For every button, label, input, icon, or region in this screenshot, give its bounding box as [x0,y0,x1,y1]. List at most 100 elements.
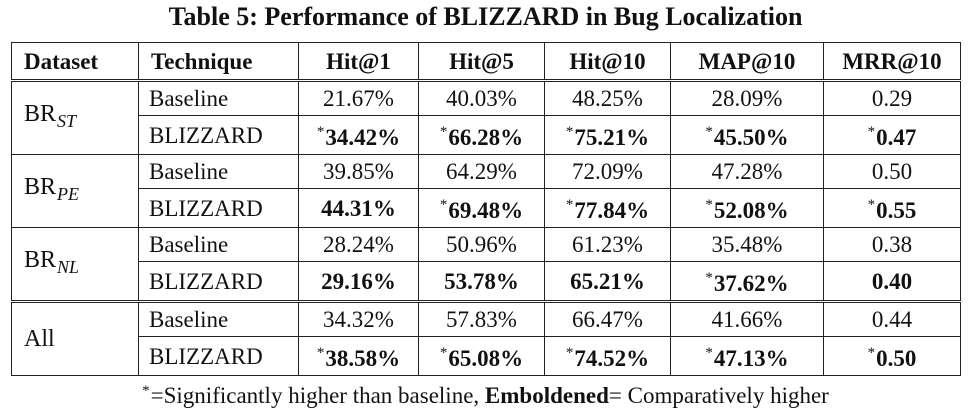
table-body: BR ST Baseline 21.67% 40.03% 48.25% 28.09% 0.29… [11,80,961,376]
metric-cell: 0.40 [823,261,961,302]
metric-value: 74.52% [574,346,650,371]
table-row: BRPE Baseline 39.85% 64.29% 72.09% 47.28% 0.50 [11,154,961,228]
dataset-subscript: NL [57,257,80,277]
metric-cell: *52.08% [670,188,824,228]
dataset-name: BR [24,247,57,273]
metric-value: 66.47% [572,307,643,332]
significance-marker: * [867,197,876,213]
metric-value: 66.28% [448,125,524,150]
metric-value: 37.62% [713,271,789,296]
significance-marker: * [867,124,876,140]
dataset-cell: BRNL [11,227,139,302]
metric-cell: *0.50 [823,336,961,376]
footnote: *=Significantly higher than baseline, Em… [0,376,971,411]
significance-marker: * [867,345,876,361]
significance-marker: * [705,197,713,213]
metric-cell: 65.21% [544,261,671,302]
header-hit1: Hit@1 [298,42,419,82]
metric-cell: *0.47 [823,115,961,155]
metric-value: 0.38 [871,232,913,257]
metric-cell: 50.96% [418,227,545,262]
header-hit10: Hit@10 [544,42,671,82]
metric-value: 0.29 [871,86,913,111]
table-row: BLIZZARD 29.16% 53.78% 65.21% *37.62% 0.40 [12,261,961,302]
significance-marker: * [439,124,448,140]
technique-cell: BLIZZARD [138,261,299,302]
metric-value: 69.48% [448,198,524,223]
technique-cell: Baseline [138,154,299,189]
metric-cell: 0.38 [823,227,961,262]
metric-value: 77.84% [574,198,650,223]
metric-cell: *69.48% [418,188,545,228]
metric-value: 57.83% [446,307,517,332]
dataset-subscript: ST [57,111,77,131]
footnote-text-1: =Significantly higher than baseline, [150,383,485,408]
metric-value: 28.09% [711,86,783,111]
metric-value: 0.44 [871,307,913,332]
dataset-cell: All [11,300,139,376]
metric-cell: 41.66% [670,300,824,337]
table-caption: Table 5: Performance of BLIZZARD in Bug … [168,2,803,31]
significance-marker: * [439,197,448,213]
metric-value: 50.96% [446,232,517,257]
metric-value: 45.50% [713,125,789,150]
metric-cell: 39.85% [298,154,419,189]
metric-cell: *65.08% [418,336,545,376]
metric-value: 72.09% [572,159,643,184]
metric-value: 29.16% [321,268,396,294]
metric-value: 41.66% [711,307,783,332]
metric-cell: *45.50% [670,115,824,155]
technique-cell: BLIZZARD [138,188,299,228]
footnote-bold: Emboldened [484,383,609,408]
table-row: BLIZZARD *38.58% *65.08% *74.52% *47.13% *0.5… [12,336,961,376]
table-row: BRNL Baseline 28.24% 50.96% 61.23% 35.48% 0.38 [11,227,961,302]
metric-value: 47.28% [711,159,783,184]
metric-cell: *34.42% [298,115,419,155]
table-row: All Baseline 34.32% 57.83% 66.47% 41.66% 0.44 [11,300,961,376]
metric-value: 47.13% [713,346,789,371]
metric-value: 21.67% [323,86,394,111]
metric-cell: 35.48% [670,227,824,262]
header-row: Dataset Technique Hit@1 Hit@5 Hit@10 MAP… [11,42,961,82]
metric-cell: 66.47% [544,300,671,337]
header-dataset: Dataset [11,42,139,82]
metric-value: 0.50 [871,159,913,184]
metric-value: 48.25% [572,86,643,111]
metric-value: 64.29% [446,159,517,184]
header-mrr10: MRR@10 [823,42,961,82]
metric-cell: 34.32% [298,300,419,337]
metric-value: 65.21% [570,268,645,294]
results-table: Dataset Technique Hit@1 Hit@5 Hit@10 MAP… [11,42,961,376]
significance-marker: * [316,124,325,140]
metric-cell: 61.23% [544,227,671,262]
table-row: BRST Baseline 21.67% 40.03% 48.25% 28.09% 0.29 [11,80,961,155]
metric-cell: 47.28% [670,154,824,189]
metric-value: 34.42% [325,125,401,150]
footnote-marker: * [142,383,150,399]
dataset-subscript: PE [57,184,80,204]
table-row: BLIZZARD 44.31% *69.48% *77.84% *52.08% *0.55 [12,188,961,228]
dataset-cell: BRPE [11,154,139,228]
technique-cell: BLIZZARD [138,336,299,376]
metric-value: 0.55 [876,198,917,223]
metric-value: 0.40 [871,268,913,294]
metric-cell: 0.50 [823,154,961,189]
significance-marker: * [565,124,574,140]
metric-value: 0.50 [876,346,917,371]
metric-value: 0.47 [876,125,917,150]
metric-value: 28.24% [323,232,394,257]
metric-value: 44.31% [321,195,396,221]
metric-value: 35.48% [711,232,783,257]
metric-cell: 40.03% [418,80,545,116]
metric-cell: *38.58% [298,336,419,376]
significance-marker: * [705,345,713,361]
metric-cell: *0.55 [823,188,961,228]
metric-value: 65.08% [448,346,524,371]
significance-marker: * [439,345,448,361]
technique-cell: BLIZZARD [138,115,299,155]
metric-cell: *77.84% [544,188,671,228]
metric-cell: 0.44 [823,300,961,337]
metric-cell: *47.13% [670,336,824,376]
significance-marker: * [565,345,574,361]
significance-marker: * [705,124,713,140]
